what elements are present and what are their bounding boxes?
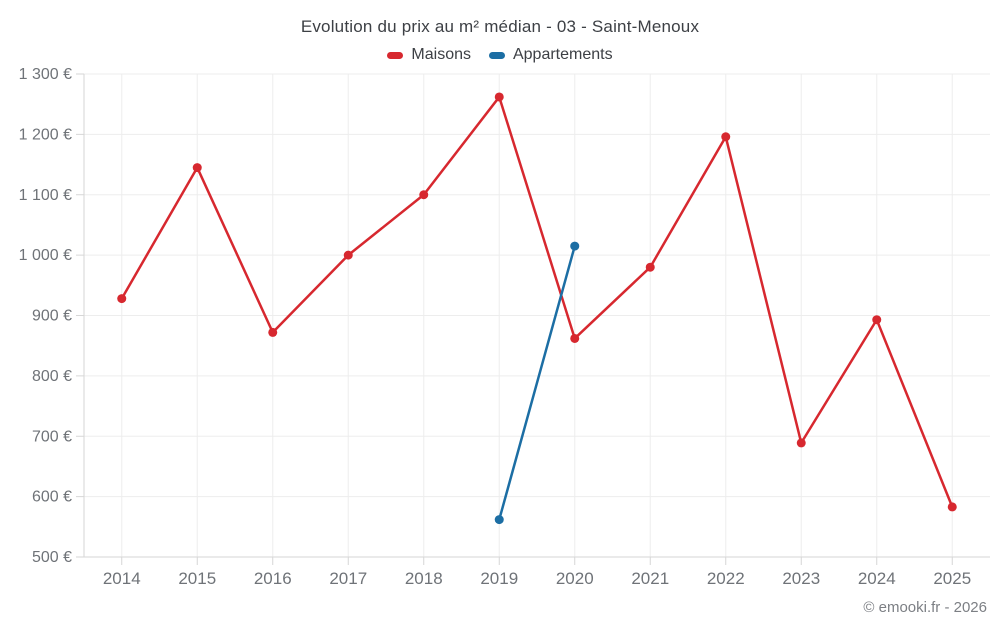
series-line-maisons bbox=[120, 95, 954, 509]
data-point-appartements[interactable] bbox=[494, 515, 504, 525]
data-point-maisons[interactable] bbox=[192, 163, 202, 173]
legend-item-appartements[interactable]: Appartements bbox=[488, 46, 613, 64]
y-tick-label: 500 € bbox=[32, 549, 72, 566]
appartements-legend-swatch-icon bbox=[488, 51, 505, 59]
legend-item-maisons[interactable]: Maisons bbox=[387, 46, 471, 64]
legend-label-appartements: Appartements bbox=[512, 46, 613, 63]
y-tick-label: 1 000 € bbox=[19, 247, 72, 264]
y-tick-label: 1 100 € bbox=[19, 187, 72, 204]
data-point-maisons[interactable] bbox=[570, 333, 580, 343]
legend-label-maisons: Maisons bbox=[411, 46, 471, 63]
data-point-maisons[interactable] bbox=[872, 315, 882, 325]
x-tick-label: 2025 bbox=[933, 569, 971, 588]
y-tick-label: 1 300 € bbox=[19, 66, 72, 83]
y-tick-label: 900 € bbox=[32, 308, 72, 325]
x-tick-label: 2016 bbox=[254, 569, 292, 588]
data-point-maisons[interactable] bbox=[117, 294, 127, 304]
data-point-maisons[interactable] bbox=[494, 92, 504, 102]
maisons-legend-swatch-icon bbox=[387, 51, 404, 59]
y-tick-label: 700 € bbox=[32, 428, 72, 445]
x-tick-label: 2021 bbox=[631, 569, 669, 588]
data-point-maisons[interactable] bbox=[343, 250, 353, 260]
data-point-maisons[interactable] bbox=[645, 262, 655, 272]
data-point-maisons[interactable] bbox=[268, 327, 278, 337]
x-tick-label: 2014 bbox=[103, 569, 141, 588]
data-point-maisons[interactable] bbox=[721, 132, 731, 142]
x-tick-label: 2018 bbox=[405, 569, 443, 588]
copyright-text: © emooki.fr - 2026 bbox=[863, 599, 987, 616]
y-tick-label: 600 € bbox=[32, 489, 72, 506]
y-tick-label: 800 € bbox=[32, 368, 72, 385]
x-tick-label: 2019 bbox=[480, 569, 518, 588]
chart-title: Evolution du prix au m² médian - 03 - Sa… bbox=[300, 17, 700, 36]
data-point-maisons[interactable] bbox=[419, 190, 429, 200]
y-tick-label: 1 200 € bbox=[19, 126, 72, 143]
x-tick-label: 2024 bbox=[858, 569, 896, 588]
data-point-appartements[interactable] bbox=[570, 241, 580, 251]
x-tick-label: 2020 bbox=[556, 569, 594, 588]
x-tick-label: 2017 bbox=[329, 569, 367, 588]
x-tick-label: 2022 bbox=[707, 569, 745, 588]
data-point-maisons[interactable] bbox=[796, 438, 806, 448]
x-tick-label: 2015 bbox=[178, 569, 216, 588]
series-line-appartements bbox=[498, 244, 576, 521]
data-point-maisons[interactable] bbox=[947, 502, 957, 512]
chart-legend: Maisons Appartements bbox=[0, 46, 1000, 64]
x-tick-label: 2023 bbox=[782, 569, 820, 588]
